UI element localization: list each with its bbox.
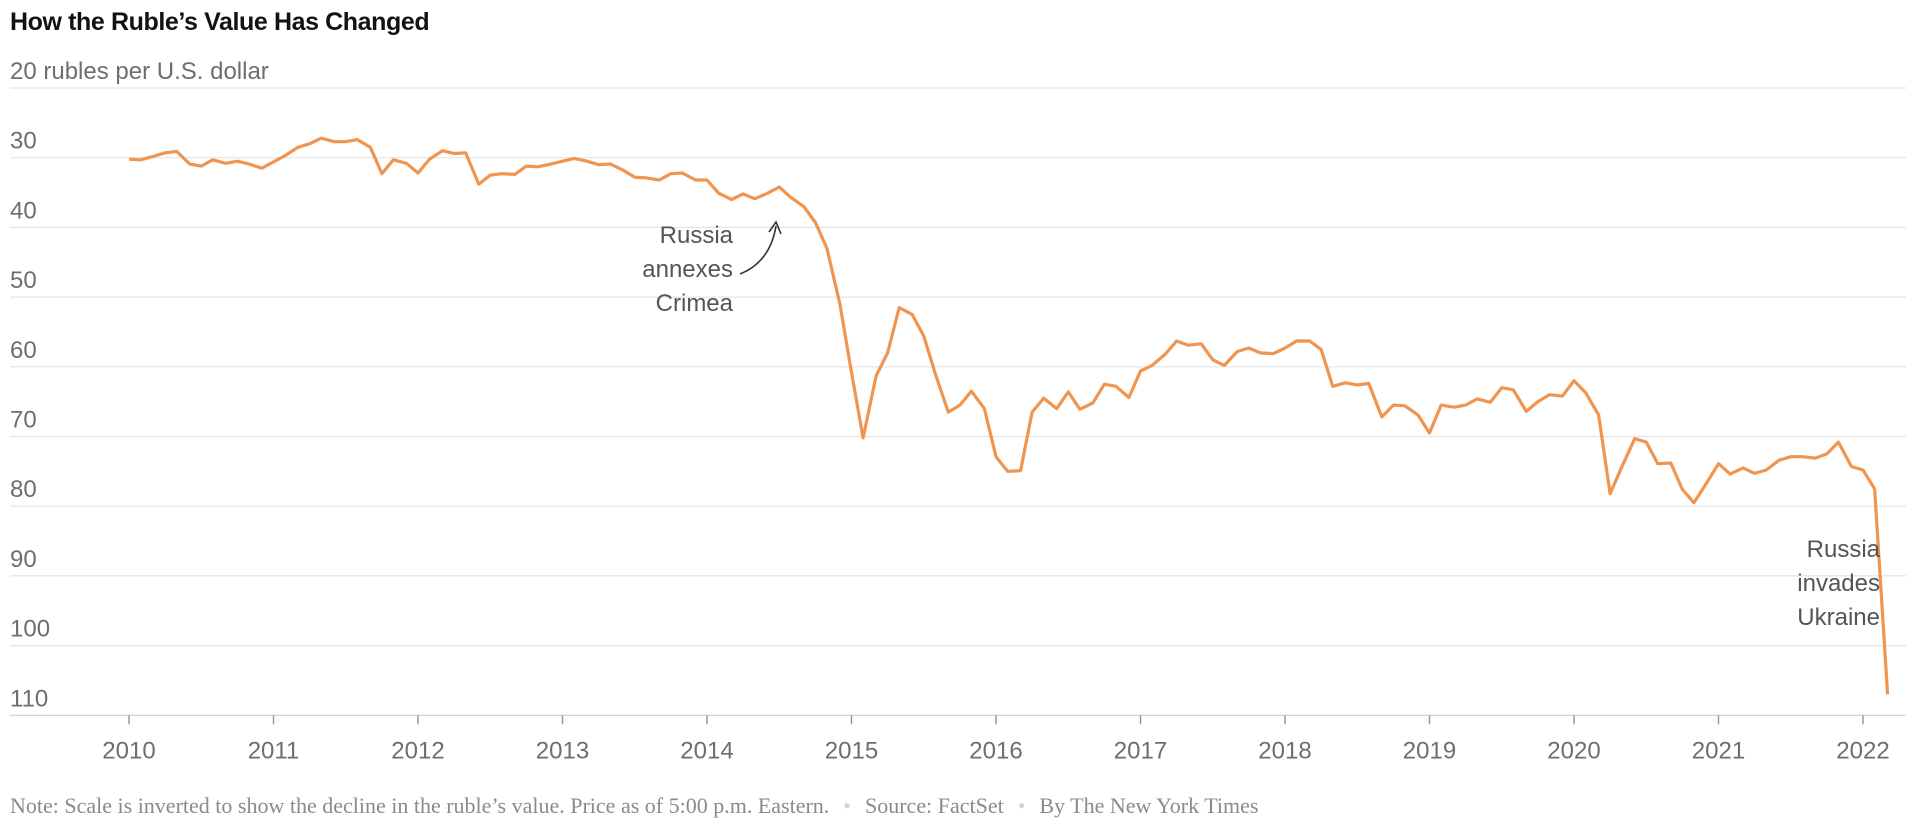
- y-tick-label: 70: [10, 407, 37, 434]
- x-tick-label: 2013: [536, 737, 589, 764]
- annotation-crimea-line-3: Crimea: [656, 290, 734, 317]
- x-tick-label: 2010: [102, 737, 155, 764]
- ruble-line: [128, 136, 1890, 695]
- footer-source: Source: FactSet: [865, 793, 1004, 818]
- x-tick-label: 2019: [1403, 737, 1456, 764]
- y-tick-label: 60: [10, 337, 37, 364]
- annotation-crimea: Russia annexes Crimea: [642, 220, 782, 317]
- y-tick-label: 110: [10, 685, 48, 712]
- x-tick-label: 2021: [1692, 737, 1745, 764]
- annotation-ukraine: Russia invades Ukraine: [1797, 536, 1880, 631]
- annotation-crimea-line-1: Russia: [660, 222, 734, 249]
- y-tick-label: 90: [10, 546, 37, 573]
- y-tick-label: 30: [10, 128, 37, 155]
- y-tick-label: 80: [10, 476, 37, 503]
- annotation-ukraine-line-2: invades: [1797, 570, 1880, 597]
- footer-note: Note: Scale is inverted to show the decl…: [10, 793, 830, 818]
- annotation-crimea-arrowhead: [768, 220, 782, 235]
- y-tick-label: 20 rubles per U.S. dollar: [10, 58, 269, 85]
- x-tick-label: 2016: [969, 737, 1022, 764]
- footer-separator: •: [1017, 793, 1026, 818]
- annotation-ukraine-line-1: Russia: [1807, 536, 1881, 563]
- y-axis-ticks: 20 rubles per U.S. dollar 30 40 50 60 70 80 90 1…: [10, 58, 269, 712]
- x-tick-label: 2015: [825, 737, 878, 764]
- x-tick-label: 2018: [1258, 737, 1311, 764]
- x-tick-label: 2020: [1547, 737, 1600, 764]
- annotation-crimea-line-2: annexes: [642, 256, 733, 283]
- x-tick-label: 2012: [391, 737, 444, 764]
- footer-separator: •: [843, 793, 851, 818]
- y-tick-label: 50: [10, 267, 37, 294]
- annotation-crimea-arrow: [739, 225, 777, 275]
- x-tick-label: 2017: [1114, 737, 1167, 764]
- x-tick-label: 2022: [1836, 737, 1889, 764]
- y-tick-label: 40: [10, 197, 37, 224]
- footer-byline: By The New York Times: [1039, 793, 1259, 818]
- chart-title: How the Ruble’s Value Has Changed: [10, 8, 430, 36]
- x-axis: 2010 2011 2012 2013 2014 2015 2016 2017 2018 2019…: [102, 715, 1890, 764]
- footer: Note: Scale is inverted to show the decl…: [10, 793, 1258, 819]
- grid-lines: [10, 87, 1906, 716]
- x-tick-label: 2014: [680, 737, 733, 764]
- y-tick-label: 100: [10, 616, 50, 643]
- x-tick-label: 2011: [248, 737, 300, 764]
- annotation-ukraine-line-3: Ukraine: [1797, 604, 1880, 631]
